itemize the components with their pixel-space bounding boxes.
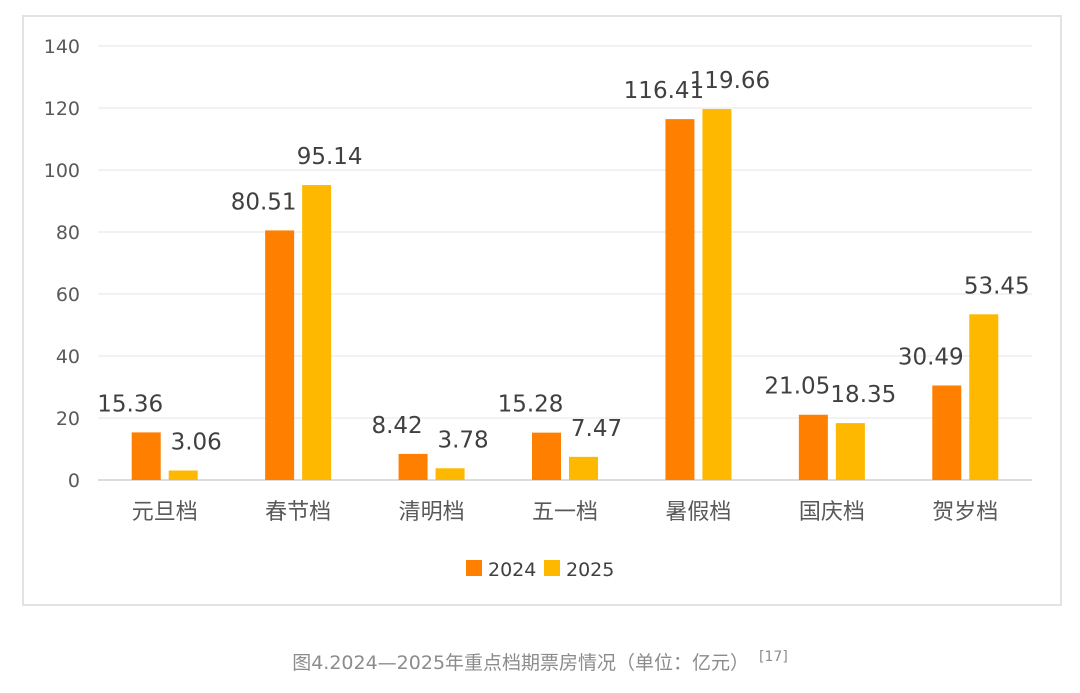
y-tick-label: 140 (44, 36, 80, 58)
x-category-label: 元旦档 (132, 500, 198, 525)
bar-2024 (265, 230, 295, 480)
caption-text: 图4.2024—2025年重点档期票房情况（单位：亿元） (292, 652, 750, 674)
bar-2024 (398, 453, 428, 480)
legend-swatch-2024 (466, 560, 482, 576)
data-label-2025: 119.66 (690, 68, 770, 94)
bar-2025 (969, 314, 999, 480)
x-category-label: 暑假档 (665, 500, 731, 525)
data-label-2024: 116.41 (624, 78, 704, 104)
x-category-label: 清明档 (399, 500, 465, 525)
data-label-2025: 53.45 (964, 273, 1030, 299)
legend-label-2025: 2025 (566, 559, 614, 581)
bar-2025 (835, 423, 865, 480)
y-tick-label: 40 (56, 346, 80, 368)
y-tick-label: 60 (56, 284, 80, 306)
bar-2024 (798, 414, 828, 480)
data-label-2025: 95.14 (297, 144, 363, 170)
data-label-2025: 3.06 (171, 430, 222, 456)
x-category-label: 国庆档 (799, 500, 865, 525)
bar-2025 (302, 185, 332, 481)
data-label-2024: 21.05 (764, 374, 830, 400)
x-category-label: 五一档 (532, 500, 598, 525)
figure-caption: 图4.2024—2025年重点档期票房情况（单位：亿元） [17] (0, 648, 1080, 675)
y-tick-label: 80 (56, 222, 80, 244)
bar-2025 (702, 109, 732, 480)
bar-2025 (569, 456, 598, 480)
x-category-label: 贺岁档 (932, 500, 998, 525)
y-tick-label: 120 (44, 98, 80, 120)
data-label-2024: 30.49 (898, 344, 964, 370)
legend-label-2024: 2024 (488, 559, 536, 581)
data-label-2024: 8.42 (371, 413, 422, 439)
data-label-2024: 15.28 (498, 392, 564, 418)
y-tick-label: 100 (44, 160, 80, 182)
caption-reference: [17] (759, 649, 788, 665)
bar-2024 (665, 119, 695, 480)
x-category-label: 春节档 (265, 500, 331, 525)
bar-2025 (435, 468, 465, 480)
chart-frame (22, 15, 1062, 606)
data-label-2025: 3.78 (437, 427, 488, 453)
data-label-2024: 80.51 (231, 189, 297, 215)
data-label-2024: 15.36 (97, 391, 163, 417)
bar-2024 (932, 385, 962, 480)
bar-2025 (168, 470, 198, 480)
data-label-2025: 7.47 (571, 416, 622, 442)
bar-2024 (131, 432, 161, 480)
y-tick-label: 0 (68, 470, 80, 492)
data-label-2025: 18.35 (830, 382, 896, 408)
y-tick-label: 20 (56, 408, 80, 430)
bar-chart: 0 20 40 60 80 100 120 140 15.36 80.51 8.42 15.28 116… (44, 36, 1032, 581)
legend-swatch-2025 (544, 560, 560, 576)
bar-2024 (532, 432, 561, 480)
